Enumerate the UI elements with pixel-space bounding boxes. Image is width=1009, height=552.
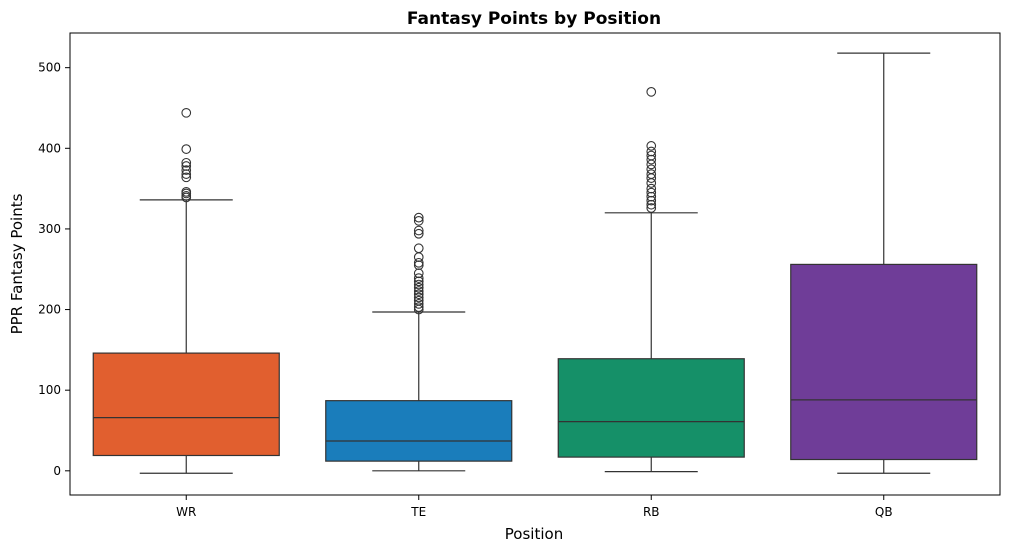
outlier-point [646, 141, 657, 151]
plot-area [69, 32, 1001, 496]
y-tick-label: 200 [38, 303, 61, 317]
y-tick-label: 0 [53, 464, 61, 478]
outlier-point [646, 187, 657, 198]
outlier-point [181, 144, 192, 154]
outlier-point [181, 107, 192, 118]
outlier-point [413, 216, 424, 226]
outlier-point [181, 157, 192, 168]
outlier-point [413, 257, 424, 268]
outlier-point [413, 273, 424, 283]
outlier-point [413, 286, 424, 296]
outlier-point [413, 212, 424, 223]
outlier-point [646, 183, 657, 194]
outlier-point [181, 161, 192, 171]
outlier-point [413, 292, 424, 303]
outlier-point [646, 146, 657, 157]
y-axis-label: PPR Fantasy Points [8, 193, 26, 334]
plot-frame [69, 32, 1001, 496]
outlier-point [646, 164, 657, 175]
outlier-point [181, 186, 192, 197]
x-tick-label: RB [643, 505, 660, 519]
chart-title: Fantasy Points by Position [407, 9, 661, 29]
outlier-point [413, 252, 424, 262]
outlier-point [413, 289, 424, 300]
outlier-point [413, 282, 424, 293]
iqr-box [92, 352, 280, 457]
y-tick-label: 400 [38, 141, 61, 155]
outlier-point [646, 87, 657, 97]
outlier-point [646, 150, 657, 161]
iqr-box [557, 358, 745, 458]
outlier-point [413, 228, 424, 239]
box-te [325, 212, 513, 472]
y-tick-label: 300 [38, 222, 61, 236]
x-tick-label: TE [410, 505, 426, 519]
x-tick-label: QB [875, 505, 893, 519]
outlier-point [413, 302, 424, 312]
y-tick-label: 100 [38, 383, 61, 397]
outlier-point [413, 295, 424, 306]
iqr-box [790, 263, 978, 461]
outlier-point [413, 225, 424, 236]
outlier-point [413, 299, 424, 309]
outlier-point [646, 203, 657, 213]
box-rb [557, 87, 745, 473]
outlier-point [646, 169, 657, 179]
box-wr [92, 107, 280, 474]
outlier-point [413, 279, 424, 290]
outlier-point [181, 172, 192, 183]
outlier-point [181, 165, 192, 175]
iqr-box [325, 400, 513, 462]
x-axis: WR TE RB QB [176, 495, 893, 519]
outlier-point [181, 191, 192, 201]
box-qb [790, 52, 978, 474]
y-tick-label: 500 [38, 61, 61, 75]
x-tick-label: WR [176, 505, 196, 519]
outlier-point [413, 243, 424, 254]
x-axis-label: Position [505, 525, 563, 543]
y-axis: 0 100 200 300 400 500 [38, 61, 70, 478]
